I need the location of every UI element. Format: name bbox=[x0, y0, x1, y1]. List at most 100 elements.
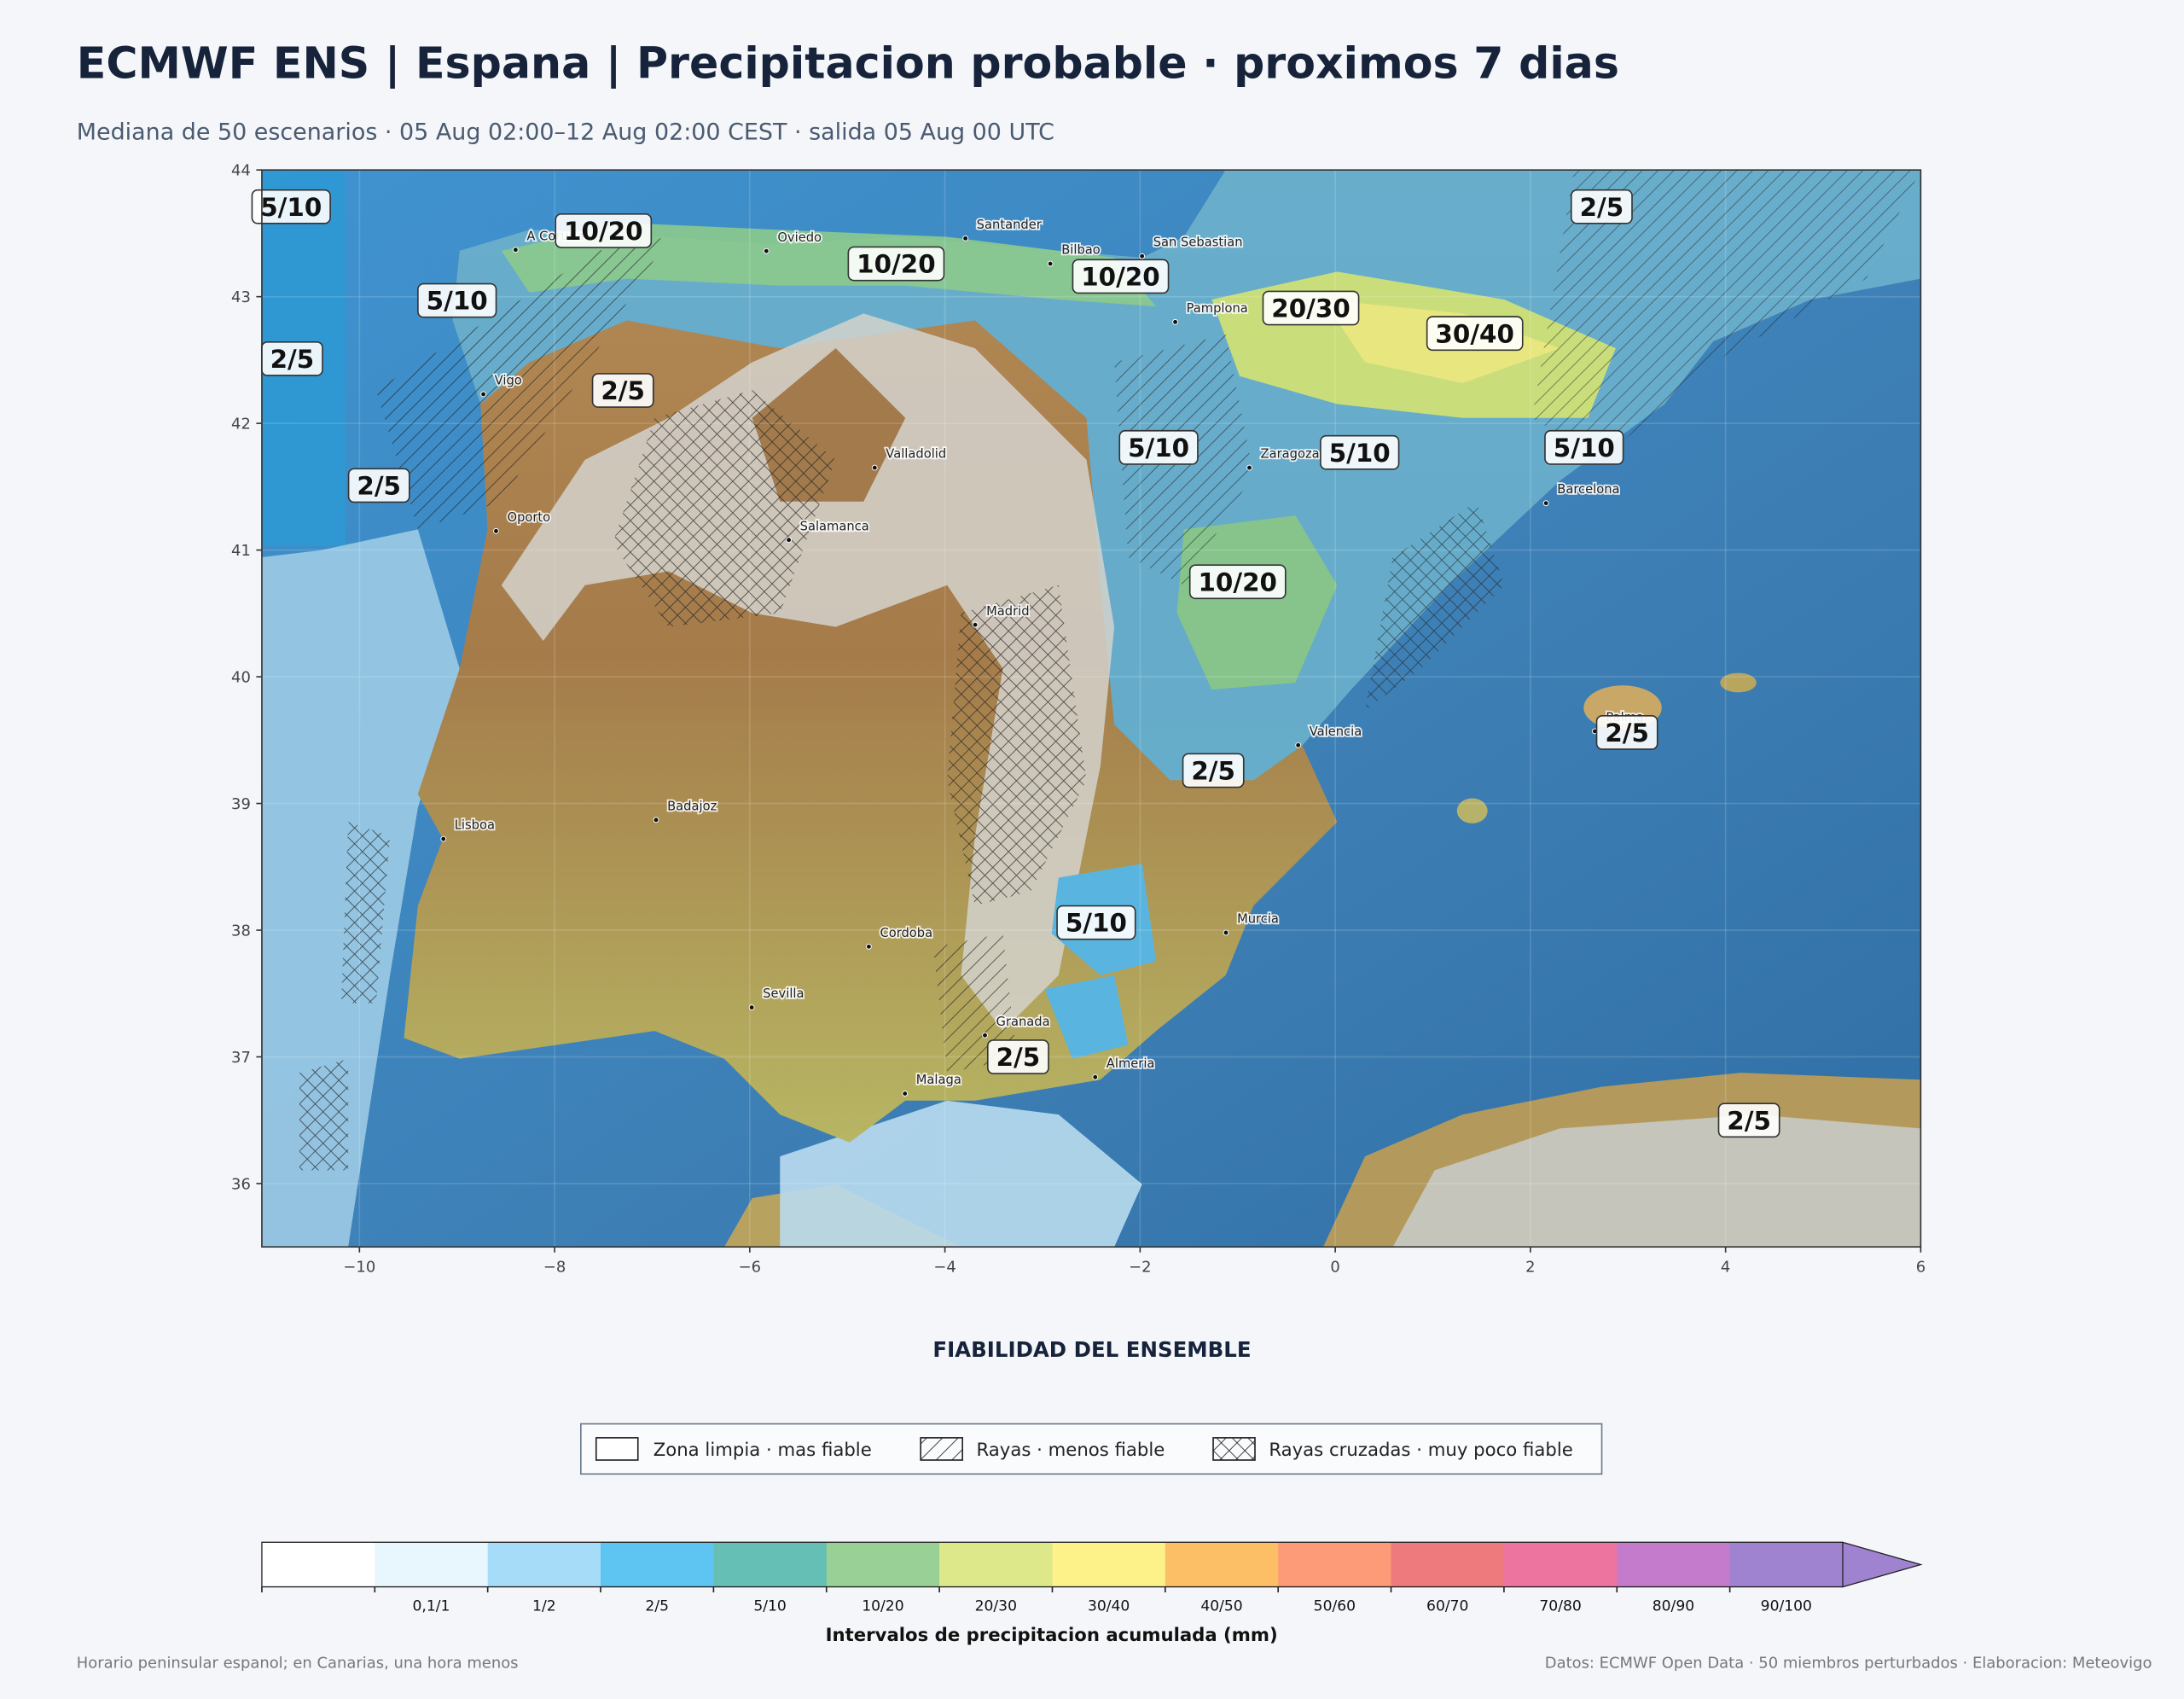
region-label: 5/10 bbox=[1554, 433, 1615, 463]
city-dot bbox=[748, 1004, 755, 1011]
city-dot bbox=[902, 1091, 909, 1097]
colorbar-label: 1/2 bbox=[532, 1597, 556, 1615]
city-label: Lisboa bbox=[455, 818, 495, 833]
y-tick-label: 39 bbox=[231, 795, 251, 813]
city-dot bbox=[1139, 253, 1146, 259]
city-label: Malaga bbox=[916, 1073, 961, 1087]
city-label: Zaragoza bbox=[1261, 447, 1320, 462]
region-label-box bbox=[417, 282, 497, 318]
legend-entry: Rayas cruzadas · muy poco fiable bbox=[1269, 1440, 1572, 1461]
city-dot bbox=[493, 527, 499, 534]
x-tick-label: −4 bbox=[933, 1259, 956, 1277]
city-dot bbox=[1047, 260, 1054, 267]
title: ECMWF ENS | Espana | Precipitacion proba… bbox=[77, 38, 1619, 88]
y-tick-label: 36 bbox=[231, 1176, 251, 1194]
footer-right: Datos: ECMWF Open Data · 50 miembros per… bbox=[1545, 1654, 2152, 1672]
x-tick-label: 4 bbox=[1721, 1259, 1730, 1277]
map-frame bbox=[261, 169, 1922, 1248]
footer-left: Horario peninsular espanol; en Canarias,… bbox=[77, 1654, 519, 1672]
colorbar-label: 20/30 bbox=[975, 1597, 1017, 1615]
region-label-box bbox=[986, 1039, 1049, 1074]
region-label-box bbox=[1544, 429, 1624, 465]
city-label: Granada bbox=[996, 1015, 1050, 1029]
region-label-box bbox=[847, 246, 945, 282]
legend-swatch bbox=[1212, 1437, 1256, 1461]
region-label-box bbox=[1426, 316, 1524, 352]
region-label: 2/5 bbox=[270, 345, 315, 374]
city-label: Pamplona bbox=[1187, 301, 1248, 316]
colorbar-label: 90/100 bbox=[1761, 1597, 1812, 1615]
region-label: 10/20 bbox=[1199, 567, 1278, 596]
y-tick-label: 41 bbox=[231, 542, 251, 560]
colorbar-extend bbox=[1842, 1541, 1923, 1588]
colorbar-segment bbox=[713, 1542, 828, 1587]
region-label-box bbox=[591, 373, 654, 408]
region-label-box bbox=[1182, 753, 1245, 788]
region-label: 10/20 bbox=[1081, 263, 1160, 292]
colorbar-segment bbox=[1617, 1542, 1731, 1587]
city-label: Valencia bbox=[1310, 724, 1362, 739]
city-label: Almeria bbox=[1107, 1056, 1155, 1071]
colorbar-label: 60/70 bbox=[1426, 1597, 1468, 1615]
colorbar-segment bbox=[826, 1542, 940, 1587]
legend-box bbox=[580, 1423, 1603, 1475]
colorbar-segment bbox=[1503, 1542, 1618, 1587]
region-label: 2/5 bbox=[1605, 719, 1649, 748]
city-dot bbox=[440, 835, 447, 842]
legend-swatch bbox=[595, 1437, 639, 1461]
city-dot bbox=[1246, 464, 1252, 471]
city-dot bbox=[1172, 318, 1178, 325]
region-label-box bbox=[1717, 1103, 1780, 1138]
region-label-box bbox=[1056, 905, 1136, 940]
colorbar-segment bbox=[487, 1542, 601, 1587]
colorbar-label: 5/10 bbox=[753, 1597, 786, 1615]
colorbar-segment bbox=[939, 1542, 1053, 1587]
city-dot bbox=[480, 391, 487, 398]
region-label-box bbox=[251, 189, 331, 224]
city-dot bbox=[653, 817, 659, 823]
colorbar-label: 50/60 bbox=[1314, 1597, 1356, 1615]
colorbar-segment bbox=[1165, 1542, 1279, 1587]
legend-swatch bbox=[920, 1437, 963, 1461]
y-tick-label: 42 bbox=[231, 416, 251, 433]
colorbar-label: 40/50 bbox=[1200, 1597, 1242, 1615]
y-tick-label: 40 bbox=[231, 669, 251, 687]
colorbar-label: 10/20 bbox=[862, 1597, 903, 1615]
city-label: Barcelona bbox=[1557, 482, 1619, 497]
city-dot bbox=[972, 621, 979, 628]
city-dot bbox=[1092, 1074, 1099, 1080]
city-label: Badajoz bbox=[667, 799, 717, 813]
colorbar-label: 0,1/1 bbox=[413, 1597, 450, 1615]
region-label: 30/40 bbox=[1435, 319, 1514, 348]
x-tick-label: 0 bbox=[1330, 1259, 1339, 1277]
map-layer: A CorunaOviedoSantanderBilbaoSan Sebasti… bbox=[251, 169, 1922, 1248]
city-label: Bilbao bbox=[1061, 243, 1101, 258]
region-label: 5/10 bbox=[260, 193, 322, 222]
city-label: Oporto bbox=[508, 510, 551, 525]
y-tick-label: 43 bbox=[231, 288, 251, 306]
city-label: Valladolid bbox=[886, 447, 946, 462]
city-label: Vigo bbox=[495, 374, 522, 388]
colorbar-label: 80/90 bbox=[1653, 1597, 1694, 1615]
colorbar-label: 2/5 bbox=[645, 1597, 669, 1615]
colorbar-label: 30/40 bbox=[1088, 1597, 1130, 1615]
city-dot bbox=[1223, 929, 1229, 936]
colorbar-segment bbox=[1391, 1542, 1505, 1587]
colorbar-segment bbox=[1278, 1542, 1392, 1587]
colorbar-title: Intervalos de precipitacion acumulada (m… bbox=[826, 1625, 1278, 1646]
colorbar-segment bbox=[261, 1542, 375, 1587]
city-dot bbox=[982, 1032, 988, 1039]
city-dot bbox=[1542, 500, 1549, 507]
region-label: 2/5 bbox=[357, 471, 401, 500]
x-tick-label: −10 bbox=[343, 1259, 375, 1277]
y-tick-label: 37 bbox=[231, 1049, 251, 1067]
map-background bbox=[261, 170, 1921, 1248]
region-label-box bbox=[1262, 290, 1360, 326]
region-label-box bbox=[1570, 189, 1633, 224]
region-label: 10/20 bbox=[857, 250, 935, 279]
city-label: Oviedo bbox=[777, 230, 822, 245]
region-label: 2/5 bbox=[1727, 1106, 1771, 1135]
city-dot bbox=[1295, 742, 1302, 748]
x-tick-label: −8 bbox=[543, 1259, 566, 1277]
